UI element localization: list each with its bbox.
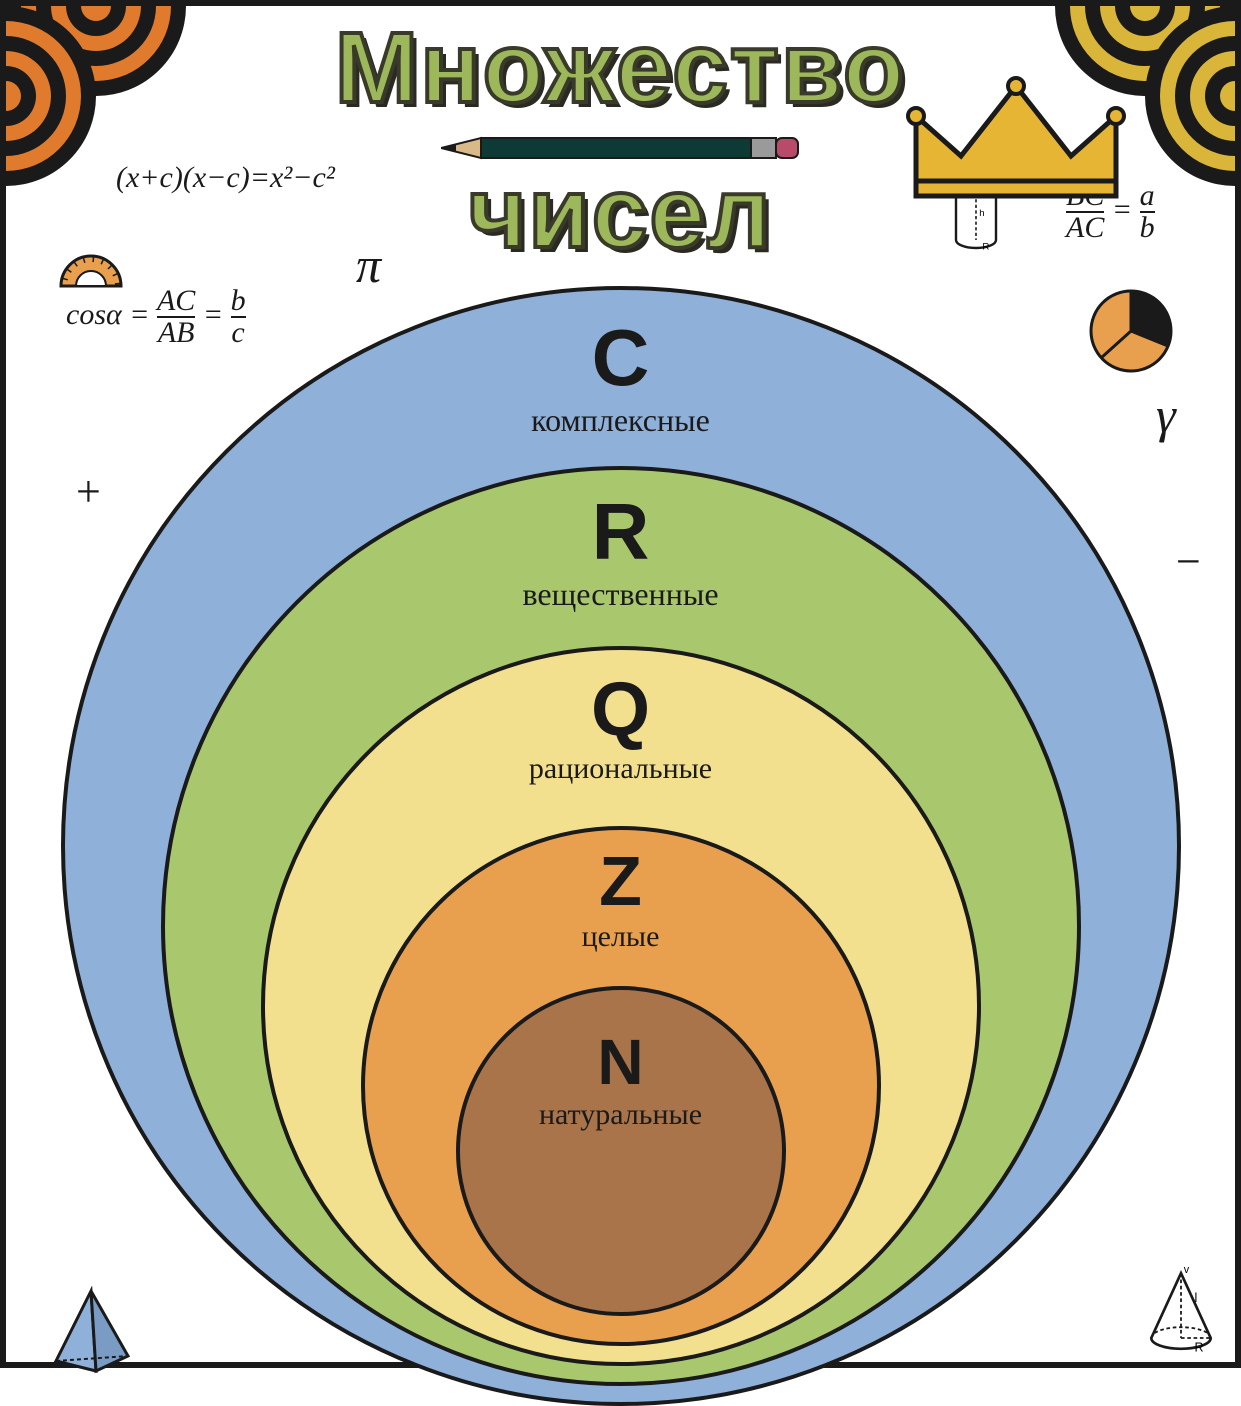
svg-text:l: l xyxy=(1195,1291,1198,1305)
ring-label-N: натуральные xyxy=(539,1100,702,1130)
svg-text:R: R xyxy=(1195,1341,1204,1355)
ring-symbol-C: C xyxy=(592,318,650,398)
minus-symbol: − xyxy=(1176,536,1201,587)
corner-deco-left xyxy=(6,6,186,186)
svg-text:v: v xyxy=(1184,1266,1190,1276)
ring-label-Q: рациональные xyxy=(529,754,712,784)
ring-N: Nнатуральные xyxy=(456,986,786,1316)
crown-icon xyxy=(906,66,1126,206)
gamma-symbol: γ xyxy=(1156,386,1176,444)
ring-label-C: комплексные xyxy=(531,404,710,436)
ring-symbol-Z: Z xyxy=(599,846,642,916)
ring-label-R: вещественные xyxy=(522,578,718,610)
number-sets-diagram: Cкомплексные Rвещественные Qрациональные Zц… xyxy=(61,286,1181,1406)
piechart-icon xyxy=(1086,286,1176,376)
ring-symbol-R: R xyxy=(592,492,650,572)
cone-icon: Rl v xyxy=(1136,1266,1226,1356)
plus-symbol: + xyxy=(76,466,101,517)
ring-label-Z: целые xyxy=(582,922,660,952)
ring-symbol-Q: Q xyxy=(591,672,650,748)
ring-symbol-N: N xyxy=(597,1030,643,1094)
pyramid-icon xyxy=(46,1286,136,1376)
